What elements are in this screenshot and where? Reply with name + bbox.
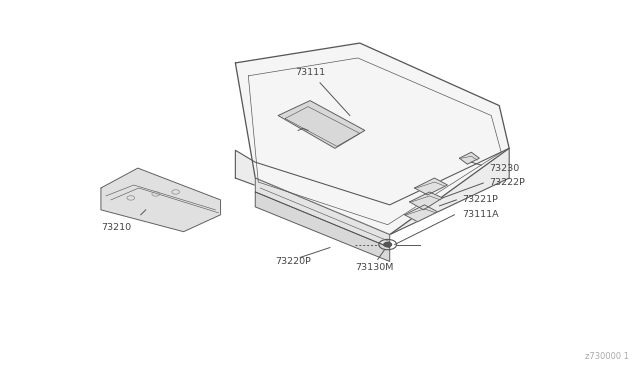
Polygon shape bbox=[404, 205, 438, 222]
Polygon shape bbox=[255, 192, 390, 262]
Polygon shape bbox=[460, 152, 479, 164]
Polygon shape bbox=[236, 43, 509, 235]
Polygon shape bbox=[415, 178, 447, 195]
Text: 73130M: 73130M bbox=[355, 263, 393, 272]
Polygon shape bbox=[255, 178, 390, 247]
Text: 73111A: 73111A bbox=[463, 210, 499, 219]
Text: 73111: 73111 bbox=[295, 68, 325, 77]
Polygon shape bbox=[278, 101, 365, 148]
Polygon shape bbox=[236, 148, 509, 235]
Polygon shape bbox=[101, 168, 220, 232]
Circle shape bbox=[384, 242, 392, 247]
Text: 73221P: 73221P bbox=[463, 195, 499, 204]
Text: z730000 1: z730000 1 bbox=[585, 352, 629, 361]
Polygon shape bbox=[410, 192, 442, 210]
Text: 73222P: 73222P bbox=[490, 177, 525, 186]
Text: 73220P: 73220P bbox=[275, 257, 311, 266]
Text: 73230: 73230 bbox=[490, 164, 520, 173]
Text: 73210: 73210 bbox=[101, 223, 131, 232]
